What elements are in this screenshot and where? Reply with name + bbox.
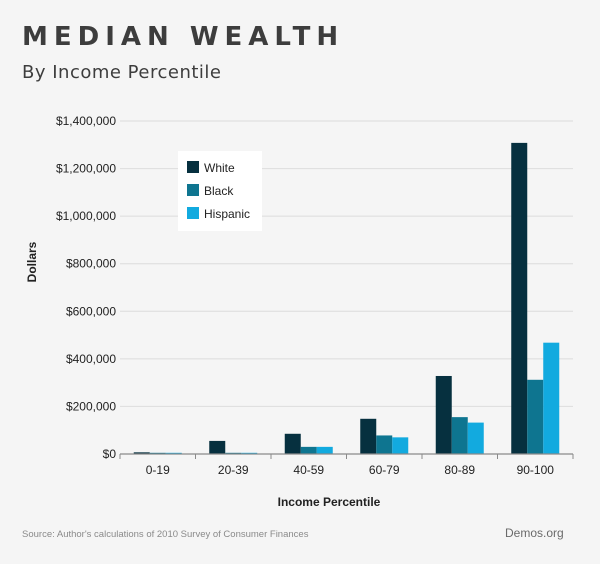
y-tick-label: $1,400,000 [56,114,116,128]
bar-hispanic-60-79 [392,437,409,454]
x-tick-label: 60-79 [369,463,400,477]
legend-label-black: Black [204,184,234,198]
legend: White Black Hispanic [178,151,262,231]
bar-hispanic-90-100 [543,342,560,454]
x-tick-label: 80-89 [444,463,475,477]
bar-black-60-79 [376,435,393,454]
bar-hispanic-40-59 [316,446,333,454]
bar-white-80-89 [435,375,452,454]
legend-label-white: White [204,161,235,175]
y-tick-label: $400,000 [66,352,116,366]
x-axis: 0-19 20-39 40-59 60-79 80-89 90-100 [119,453,574,477]
legend-swatch-white [187,161,199,173]
legend-swatch-black [187,184,199,196]
legend-label-hispanic: Hispanic [204,207,250,221]
bar-black-80-89 [451,417,468,454]
x-tick-label: 20-39 [218,463,249,477]
y-tick-label: $200,000 [66,399,116,413]
x-tick-label: 90-100 [517,463,555,477]
bar-white-60-79 [360,418,377,454]
bar-white-40-59 [284,433,301,454]
source-note: Source: Author's calculations of 2010 Su… [22,529,309,540]
bar-white-20-39 [209,440,226,454]
legend-swatch-hispanic [187,207,199,219]
y-tick-label: $600,000 [66,304,116,318]
bar-white-0-19 [133,452,150,454]
x-axis-title: Income Percentile [278,495,381,509]
chart-title: MEDIAN WEALTH [22,22,345,52]
bar-hispanic-80-89 [467,422,484,454]
brand-logo: Demos.org [505,526,564,540]
y-tick-label: $800,000 [66,257,116,271]
y-axis-title: Dollars [25,241,39,282]
x-tick-label: 40-59 [293,463,324,477]
x-tick-label: 0-19 [146,463,170,477]
y-tick-label: $1,000,000 [56,209,116,223]
y-tick-label: $1,200,000 [56,162,116,176]
y-tick-label: $0 [103,447,117,461]
bar-black-40-59 [300,446,317,454]
chart-subtitle: By Income Percentile [22,62,222,83]
bar-black-90-100 [527,379,544,454]
y-axis-ticks: $0 $200,000 $400,000 $600,000 $800,000 $1,000… [56,114,116,461]
bar-white-90-100 [511,142,528,454]
